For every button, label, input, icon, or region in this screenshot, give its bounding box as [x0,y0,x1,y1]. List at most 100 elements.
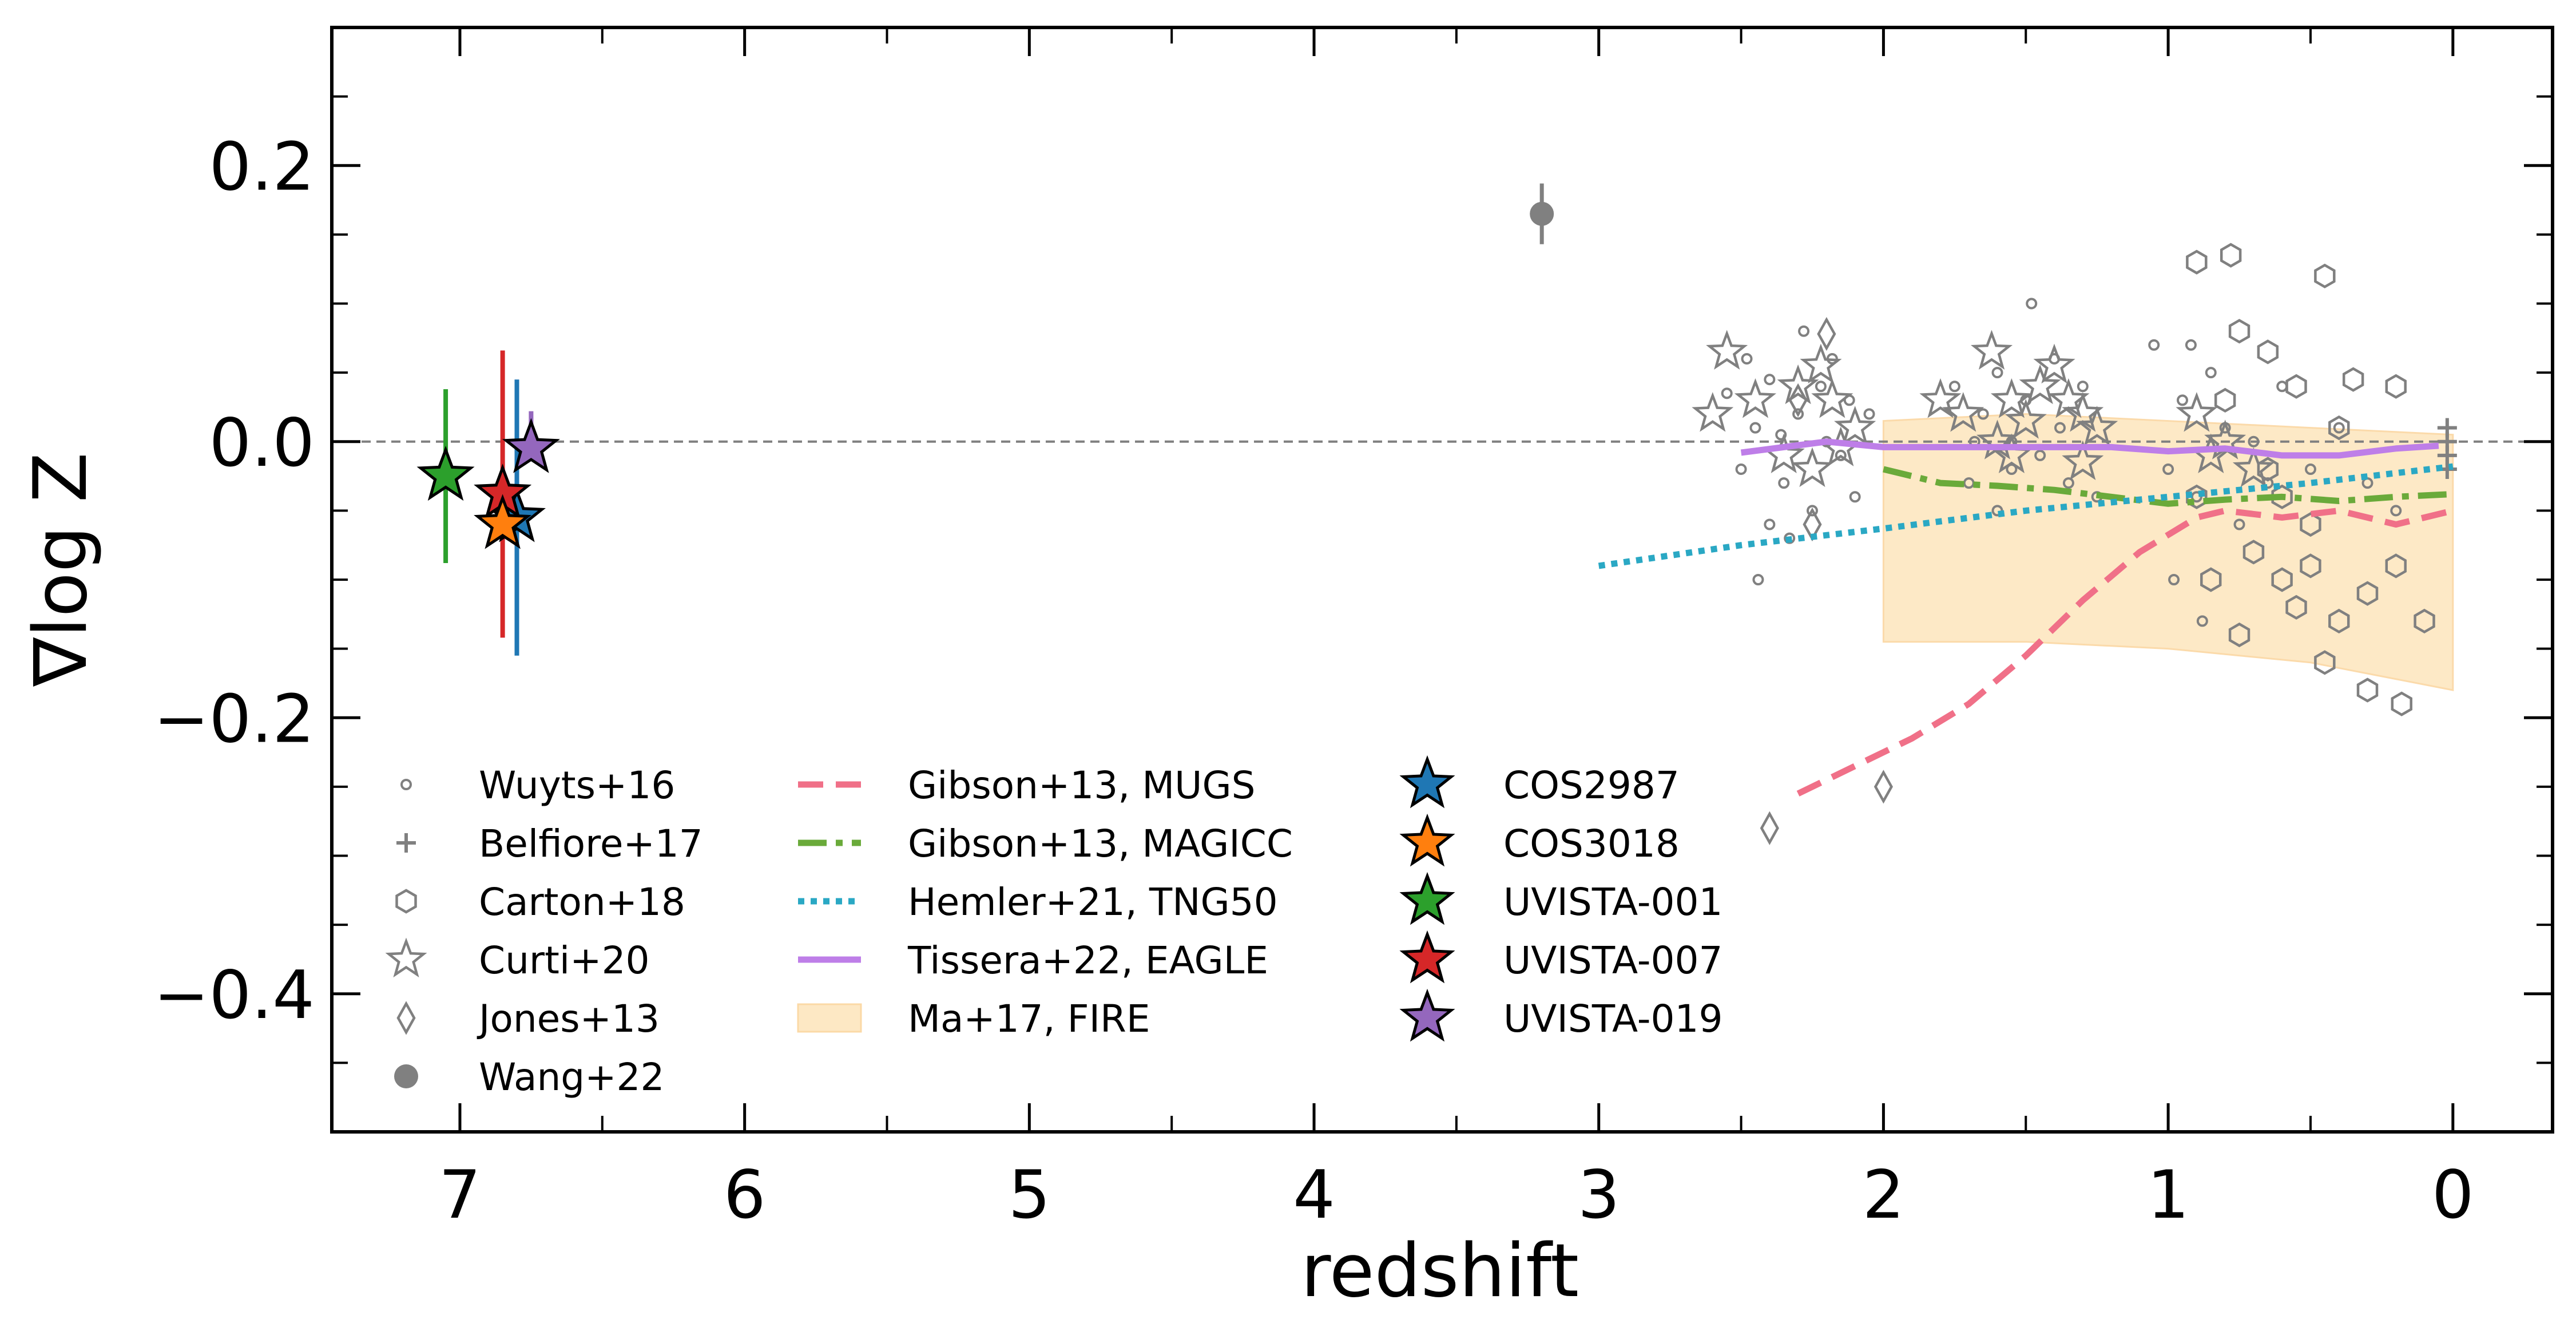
legend-label: Hemler+21, TNG50 [908,880,1278,924]
legend-label: Gibson+13, MUGS [908,763,1256,807]
legend-label: Gibson+13, MAGICC [908,822,1293,866]
wuyts-16-point [2390,505,2402,517]
legend-label: Carton+18 [479,880,685,924]
legend-entry-gibson-13-mugs: Gibson+13, MUGS [798,763,1256,807]
wuyts-16-point [1741,353,1753,365]
wuyts-16-point [2162,463,2174,475]
legend-entry-cos3018: COS3018 [1399,813,1680,867]
y-tick-label: −0.2 [153,680,315,758]
legend-label: Jones+13 [477,997,660,1041]
legend-star [1399,813,1455,867]
legend-marker [385,937,427,978]
wuyts-16-point [1991,367,2003,379]
wuyts-16-point [2196,615,2208,627]
curti-20-point [2062,440,2104,480]
wuyts-16-point [2054,422,2066,434]
wuyts-16-point [2248,435,2260,447]
legend-marker [396,1001,416,1035]
curti-20-point [1970,330,2013,370]
x-tick-label: 0 [2432,1156,2474,1234]
jones-13-point [1788,383,1808,417]
axes-layer: 7 6 5 4 3 2 1 0 0.2 0.0 −0.2 −0.4 [153,26,2554,1234]
curti-20-point [1800,343,1842,384]
legend-entry-curti-20: Curti+20 [385,937,650,983]
carton-18-point [2271,484,2293,509]
legend-label: UVISTA-007 [1503,938,1723,983]
wuyts-16-point [1948,381,1960,393]
legend-star [1399,871,1455,925]
carton-18-point [2228,622,2250,648]
carton-18-point [2414,608,2435,633]
y-axis-label: ∇log Z [18,452,104,687]
wuyts-16-point [2205,367,2217,379]
x-tick-label: 4 [1293,1156,1335,1234]
carton-18-point [2385,374,2407,399]
carton-18-points [2186,243,2435,716]
uvista-001-star [416,445,475,501]
legend-entry-wuyts-16: Wuyts+16 [400,763,675,807]
legend-marker [394,1064,418,1088]
carton-18-point [2257,339,2279,365]
legend-marker [396,833,416,853]
legend-label: Belfiore+17 [479,822,703,866]
wang22-point [1530,201,1554,226]
gibson-13-magicc-line [1883,466,2454,507]
curti-20-point [1706,330,1748,370]
carton-18-point [2356,678,2379,703]
carton-18-point [2385,553,2407,579]
carton-18-point [2242,540,2265,565]
ma17-fire-band [1882,413,2454,691]
wuyts-16-point [1764,518,1776,530]
legend-star [1399,755,1455,809]
legend-label: Curti+20 [479,938,650,983]
wuyts-16-point [1752,574,1764,585]
jones-13-points [1760,316,1894,845]
x-axis-label: redshift [1301,1229,1579,1314]
curti-20-point [1811,378,1853,418]
legend-entry-jones-13: Jones+13 [396,997,660,1041]
carton-18-point [2228,319,2250,344]
wuyts-16-point [2077,381,2089,393]
curti-20-point [1942,392,1984,432]
carton-18-point [2220,243,2242,268]
carton-18-point [2271,567,2293,592]
legend-label: Tissera+22, EAGLE [907,938,1268,983]
legend-label: Wuyts+16 [479,763,675,807]
wuyts-16-point [1775,429,1787,441]
legend: Wuyts+16 Belfiore+17 Carton+18 Curti+20 Jone… [385,755,1723,1099]
legend-star [1399,930,1455,984]
wuyts-16-point [1835,449,1847,461]
legend-label: COS3018 [1503,822,1680,866]
legend-entry-uvista-019: UVISTA-019 [1399,988,1723,1042]
wuyts-16-point [2026,298,2038,310]
wuyts-16-point [2062,477,2074,489]
wuyts-16-point [1863,408,1875,420]
wuyts-16-point [2304,463,2316,475]
curti-20-point [1791,447,1833,488]
carton-18-point [2391,691,2412,716]
y-tick-label: 0.0 [209,405,315,482]
legend-entry-carton-18: Carton+18 [395,880,685,924]
carton-18-point [2186,484,2208,509]
x-tick-label: 5 [1008,1156,1050,1234]
carton-18-point [2314,263,2336,288]
belfiore-17-points [2437,418,2457,479]
jones-13-point [1817,316,1836,351]
legend-swatch [797,1003,862,1033]
x-tick-label: 6 [724,1156,766,1234]
legend-star [1399,988,1455,1042]
curti-20-point [2033,343,2075,384]
tissera-22-eagle-line [1740,438,2439,459]
carton-18-point [2328,415,2350,441]
carton-18-point [2356,581,2379,606]
carton-18-point [2214,387,2236,413]
carton-18-point [2314,650,2336,675]
wuyts-16-point [2034,449,2046,461]
legend-entry-uvista-001: UVISTA-001 [1399,871,1723,925]
jones-13-point [1760,811,1779,845]
gibson-13-mugs-line [1796,507,2454,797]
legend-entry-ma-17-fire: Ma+17, FIRE [797,997,1150,1041]
x-tick-label: 2 [1863,1156,1905,1234]
curti-20-point [2005,399,2047,439]
